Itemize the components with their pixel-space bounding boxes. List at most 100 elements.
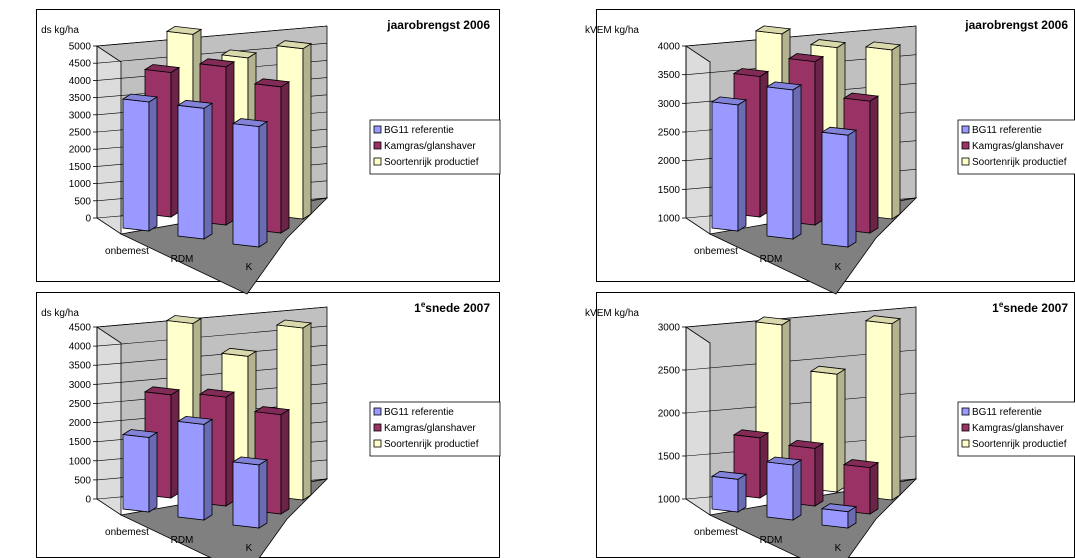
bar-top xyxy=(820,126,858,136)
y-tick-label: 5000 xyxy=(69,42,92,53)
y-tick-label: 2500 xyxy=(658,366,681,377)
chart-2: 1000 1500 2000 2500 3000 3500 4000 onbemest RDM K… xyxy=(585,18,1075,295)
bar-1-2 xyxy=(765,456,803,521)
bar-top xyxy=(143,64,181,73)
legend-box xyxy=(957,119,1075,175)
y-tick-label: 2500 xyxy=(69,128,92,139)
bar-top xyxy=(809,365,847,375)
y-tick-label: 0 xyxy=(85,495,91,506)
bar-top xyxy=(220,347,258,357)
bar-1-1 xyxy=(710,96,748,232)
bar-top xyxy=(198,388,236,398)
chart-1: 0 500 1000 1500 2000 2500 3000 3500 4000 4500 5000… xyxy=(41,18,501,295)
gridline xyxy=(685,306,917,328)
chart-3: 0 500 1000 1500 2000 2500 3000 3500 4000 4500 onbe… xyxy=(41,300,501,558)
bar-side xyxy=(869,461,879,515)
category-label: onbemest xyxy=(105,527,149,538)
category-label: K xyxy=(246,543,253,554)
bar-front xyxy=(232,461,260,529)
bar-top xyxy=(275,40,313,50)
legend-label: Soortenrijk productief xyxy=(384,439,479,450)
bar-side xyxy=(258,459,268,529)
bar-side xyxy=(148,431,158,513)
bar-side xyxy=(203,102,213,240)
chart-title: jaarobrengst 2006 xyxy=(386,18,490,32)
bar-top xyxy=(198,58,236,68)
bar-front xyxy=(177,104,205,240)
y-tick-label: 1500 xyxy=(658,185,681,196)
bar-top xyxy=(165,315,203,324)
bar-top xyxy=(231,118,269,128)
bar-side xyxy=(737,473,747,513)
bar-2-3 xyxy=(842,459,880,515)
y-tick-label: 1000 xyxy=(69,456,92,467)
legend: BG11 referentie Kamgras/glanshaver Soorten… xyxy=(369,401,501,457)
y-tick-label: 500 xyxy=(74,475,91,486)
bar-front xyxy=(711,101,739,232)
legend-swatch xyxy=(961,125,970,134)
y-tick-label: 1500 xyxy=(69,437,92,448)
bar-top xyxy=(754,316,792,326)
legend-swatch xyxy=(961,407,970,416)
bar-top xyxy=(787,439,825,449)
legend-swatch xyxy=(373,439,382,448)
y-tick-label: 1000 xyxy=(69,179,92,190)
category-label: RDM xyxy=(171,254,194,265)
legend-swatch xyxy=(373,157,382,166)
bar-front xyxy=(821,131,849,248)
bar-side xyxy=(792,84,802,240)
legend-swatch xyxy=(961,157,970,166)
legend-swatch xyxy=(961,423,970,432)
bar-top xyxy=(864,315,902,325)
bar-top xyxy=(220,49,258,59)
bar-side xyxy=(302,42,312,220)
bar-top xyxy=(165,25,203,35)
bar-front xyxy=(122,98,150,232)
bar-top xyxy=(809,39,847,49)
legend-label: Kamgras/glanshaver xyxy=(384,141,476,152)
y-tick-label: 2000 xyxy=(69,418,92,429)
bar-top xyxy=(121,93,159,103)
category-label: K xyxy=(835,262,842,273)
y-tick-label: 4500 xyxy=(69,323,92,334)
bar-front xyxy=(177,420,205,521)
bar-top xyxy=(842,92,880,102)
bar-top xyxy=(732,429,770,439)
category-label: onbemest xyxy=(694,527,738,538)
bar-top xyxy=(754,25,792,35)
y-tick-label: 0 xyxy=(85,214,91,225)
bar-top xyxy=(820,503,858,513)
y-tick-label: 4000 xyxy=(69,342,92,353)
legend-label: BG11 referentie xyxy=(972,407,1042,418)
category-label: RDM xyxy=(171,535,194,546)
bar-top xyxy=(121,429,159,438)
bar-top xyxy=(275,319,313,329)
gridline xyxy=(96,306,328,328)
chart-title: 1esnede 2007 xyxy=(992,300,1068,315)
y-axis-label: ds kg/ha xyxy=(41,25,79,36)
category-label: onbemest xyxy=(694,246,738,257)
bar-side xyxy=(847,129,857,248)
category-label: RDM xyxy=(760,254,783,265)
y-tick-label: 1500 xyxy=(658,452,681,463)
bar-1-2 xyxy=(176,415,214,521)
y-tick-label: 2000 xyxy=(69,145,92,156)
bar-front xyxy=(711,475,739,513)
bar-1-2 xyxy=(176,99,214,240)
bar-1-3 xyxy=(820,126,858,248)
y-tick-label: 2500 xyxy=(69,399,92,410)
gridline xyxy=(685,25,917,47)
bar-1-1 xyxy=(121,429,159,513)
bar-top xyxy=(253,78,291,88)
legend-box xyxy=(957,401,1075,457)
bar-side xyxy=(302,322,312,501)
legend-label: BG11 referentie xyxy=(972,125,1042,136)
bar-front xyxy=(232,123,260,248)
bar-top xyxy=(231,456,269,466)
y-tick-label: 3000 xyxy=(69,110,92,121)
bar-1-1 xyxy=(121,93,159,232)
legend-box xyxy=(369,119,501,175)
legend-swatch xyxy=(373,423,382,432)
bar-side xyxy=(814,442,824,507)
bar-top xyxy=(765,456,803,466)
